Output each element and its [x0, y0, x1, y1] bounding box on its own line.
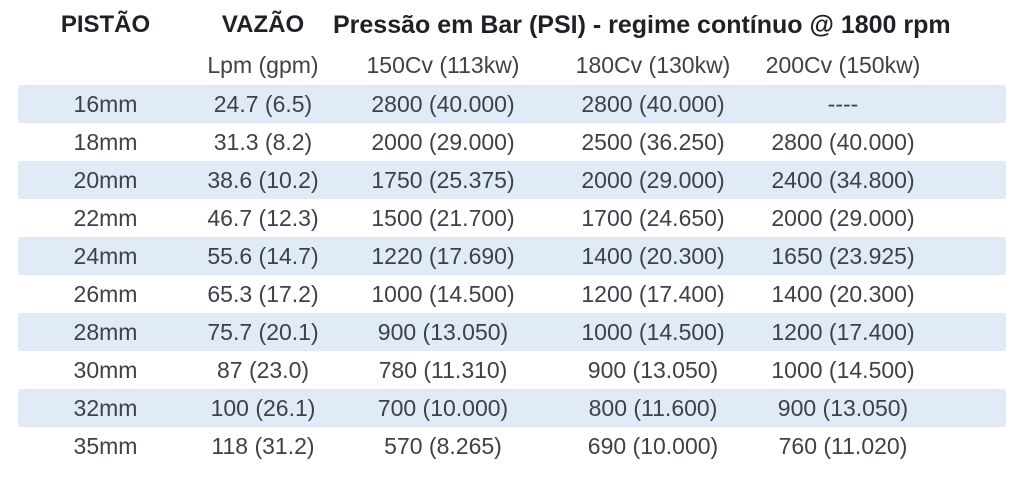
- piston-cell: 28mm: [73, 318, 138, 345]
- pressure-180cv-cell: 1200 (17.400): [581, 280, 725, 307]
- flow-cell: 38.6 (10.2): [207, 166, 319, 193]
- pressure-150cv-cell: 780 (11.310): [378, 356, 508, 383]
- table-row: 24mm 55.6 (14.7) 1220 (17.690) 1400 (20.…: [18, 237, 1006, 275]
- pressure-150cv-cell: 2000 (29.000): [371, 128, 515, 155]
- piston-cell: 30mm: [73, 356, 138, 383]
- pressure-200cv-cell: 2400 (34.800): [771, 166, 915, 193]
- pressure-150cv-cell: 1000 (14.500): [371, 280, 515, 307]
- table-row: 32mm 100 (26.1) 700 (10.000) 800 (11.600…: [18, 389, 1006, 427]
- pressure-180cv-cell: 690 (10.000): [587, 432, 719, 459]
- power-200cv-subheader: 200Cv (150kw): [765, 52, 921, 78]
- pressure-180cv-cell: 2800 (40.000): [581, 90, 725, 117]
- piston-cell: 32mm: [73, 394, 138, 421]
- pressure-180cv-cell: 900 (13.050): [587, 356, 719, 383]
- flow-cell: 100 (26.1): [210, 394, 316, 421]
- pressure-150cv-cell: 1220 (17.690): [371, 242, 515, 269]
- pressure-150cv-cell: 700 (10.000): [377, 394, 509, 421]
- table-header-row: PISTÃO VAZÃO Pressão em Bar (PSI) - regi…: [18, 4, 1006, 46]
- pressure-200cv-cell: ----: [827, 90, 859, 117]
- table-subheader-row: Lpm (gpm) 150Cv (113kw) 180Cv (130kw) 20…: [18, 46, 1006, 85]
- pressure-150cv-cell: 570 (8.265): [384, 432, 502, 459]
- piston-cell: 24mm: [73, 242, 138, 269]
- table-row: 35mm 118 (31.2) 570 (8.265) 690 (10.000)…: [18, 427, 1006, 465]
- piston-cell: 35mm: [73, 432, 138, 459]
- pressure-200cv-cell: 1200 (17.400): [771, 318, 915, 345]
- pressure-180cv-cell: 800 (11.600): [588, 394, 718, 421]
- table-row: 22mm 46.7 (12.3) 1500 (21.700) 1700 (24.…: [18, 199, 1006, 237]
- table-row: 30mm 87 (23.0) 780 (11.310) 900 (13.050)…: [18, 351, 1006, 389]
- pressure-150cv-cell: 1500 (21.700): [371, 204, 515, 231]
- pressure-180cv-cell: 2500 (36.250): [581, 128, 725, 155]
- flow-cell: 87 (23.0): [216, 356, 310, 383]
- pressure-200cv-cell: 760 (11.020): [778, 432, 908, 459]
- pressure-200cv-cell: 1000 (14.500): [771, 356, 915, 383]
- flow-cell: 55.6 (14.7): [207, 242, 319, 269]
- pressure-group-title: Pressão em Bar (PSI) - regime contínuo @…: [333, 10, 951, 39]
- pressure-200cv-cell: 1650 (23.925): [771, 242, 915, 269]
- pressure-180cv-cell: 1000 (14.500): [581, 318, 725, 345]
- table-row: 26mm 65.3 (17.2) 1000 (14.500) 1200 (17.…: [18, 275, 1006, 313]
- pressure-200cv-cell: 1400 (20.300): [771, 280, 915, 307]
- piston-cell: 16mm: [73, 90, 138, 117]
- pressure-150cv-cell: 900 (13.050): [377, 318, 509, 345]
- flow-cell: 65.3 (17.2): [207, 280, 319, 307]
- pressure-180cv-cell: 1400 (20.300): [581, 242, 725, 269]
- flow-unit-subheader: Lpm (gpm): [207, 52, 319, 78]
- piston-pressure-table: PISTÃO VAZÃO Pressão em Bar (PSI) - regi…: [18, 4, 1006, 465]
- piston-cell: 18mm: [73, 128, 138, 155]
- table-row: 20mm 38.6 (10.2) 1750 (25.375) 2000 (29.…: [18, 161, 1006, 199]
- table-row: 16mm 24.7 (6.5) 2800 (40.000) 2800 (40.0…: [18, 85, 1006, 123]
- flow-cell: 31.3 (8.2): [213, 128, 313, 155]
- pressure-200cv-cell: 900 (13.050): [777, 394, 909, 421]
- flow-column-header: VAZÃO: [221, 11, 305, 38]
- piston-cell: 20mm: [73, 166, 138, 193]
- pressure-180cv-cell: 1700 (24.650): [581, 204, 725, 231]
- flow-cell: 75.7 (20.1): [207, 318, 319, 345]
- flow-cell: 118 (31.2): [211, 432, 315, 459]
- pressure-150cv-cell: 2800 (40.000): [371, 90, 515, 117]
- pressure-200cv-cell: 2000 (29.000): [771, 204, 915, 231]
- piston-cell: 22mm: [73, 204, 138, 231]
- power-180cv-subheader: 180Cv (130kw): [575, 52, 731, 78]
- pressure-200cv-cell: 2800 (40.000): [771, 128, 915, 155]
- table-row: 28mm 75.7 (20.1) 900 (13.050) 1000 (14.5…: [18, 313, 1006, 351]
- piston-column-header: PISTÃO: [60, 11, 151, 38]
- piston-cell: 26mm: [73, 280, 138, 307]
- flow-cell: 46.7 (12.3): [207, 204, 319, 231]
- power-150cv-subheader: 150Cv (113kw): [366, 52, 520, 78]
- table-body: 16mm 24.7 (6.5) 2800 (40.000) 2800 (40.0…: [18, 85, 1006, 465]
- pressure-180cv-cell: 2000 (29.000): [581, 166, 725, 193]
- table-row: 18mm 31.3 (8.2) 2000 (29.000) 2500 (36.2…: [18, 123, 1006, 161]
- pressure-150cv-cell: 1750 (25.375): [371, 166, 515, 193]
- flow-cell: 24.7 (6.5): [213, 90, 313, 117]
